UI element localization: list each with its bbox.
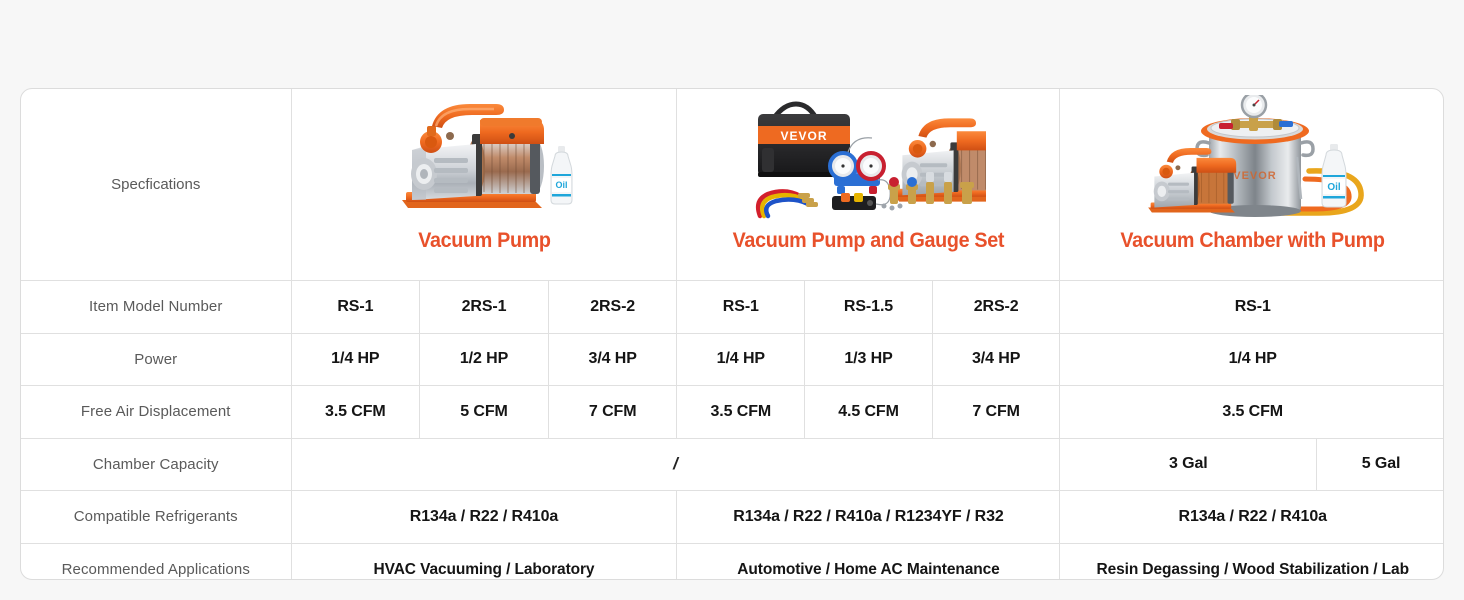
product-header-cell-1[interactable]: Oil Vacuum Pump	[290, 89, 678, 281]
vevor-bag-gauge-set-hoses-pump-fittings-photo: VEVOR	[685, 95, 1051, 223]
cell-value: 4.5 CFM	[804, 385, 933, 439]
spec-header-label: Specfications	[111, 176, 201, 193]
cell-value: RS-1.5	[804, 280, 933, 334]
cell-value: 2RS-2	[931, 280, 1061, 334]
cell-value: R134a / R22 / R410a / R1234YF / R32	[676, 490, 1061, 544]
cell-value: Automotive / Home AC Maintenance	[676, 542, 1061, 579]
row-label: Chamber Capacity	[21, 437, 292, 491]
svg-text:Oil: Oil	[1327, 182, 1341, 193]
table-row: Compatible Refrigerants R134a / R22 / R4…	[21, 490, 1443, 544]
cell-value: 1/2 HP	[419, 332, 549, 386]
cell-value: 3 Gal	[1059, 437, 1318, 491]
svg-text:VEVOR: VEVOR	[1233, 170, 1277, 182]
cell-value: 5 CFM	[419, 385, 549, 439]
cell-value: 3/4 HP	[931, 332, 1061, 386]
cell-value: 1/3 HP	[804, 332, 933, 386]
cell-value: R134a / R22 / R410a	[290, 490, 678, 544]
product-title-1: Vacuum Pump	[417, 229, 551, 252]
product-header-cell-2[interactable]: VEVOR	[676, 89, 1061, 281]
vacuum-pump-with-oil-bottle-photo: Oil	[300, 95, 669, 223]
row-label: Compatible Refrigerants	[21, 490, 292, 544]
table-header-row: Specfications	[21, 89, 1443, 281]
svg-text:VEVOR: VEVOR	[781, 129, 828, 143]
product-comparison-table: Specfications	[20, 88, 1444, 580]
row-label: Item Model Number	[21, 280, 292, 334]
cell-value: RS-1	[1059, 280, 1443, 334]
cell-value: 1/4 HP	[1059, 332, 1443, 386]
cell-value: 3.5 CFM	[1059, 385, 1443, 439]
cell-value: RS-1	[676, 280, 806, 334]
cell-value: R134a / R22 / R410a	[1059, 490, 1443, 544]
cell-value: Resin Degassing / Wood Stabilization / L…	[1059, 542, 1443, 579]
cell-value: 1/4 HP	[676, 332, 806, 386]
table-row: Chamber Capacity / 3 Gal 5 Gal	[21, 437, 1443, 491]
cell-value: 1/4 HP	[290, 332, 421, 386]
table-row: Recommended Applications HVAC Vacuuming …	[21, 542, 1443, 579]
table-row: Power 1/4 HP 1/2 HP 3/4 HP 1/4 HP 1/3 HP…	[21, 332, 1443, 386]
cell-value: HVAC Vacuuming / Laboratory	[290, 542, 678, 579]
cell-value: 7 CFM	[547, 385, 678, 439]
cell-value: 3/4 HP	[547, 332, 678, 386]
product-title-2: Vacuum Pump and Gauge Set	[732, 229, 1005, 252]
product-title-3: Vacuum Chamber with Pump	[1120, 229, 1385, 252]
spec-header-cell: Specfications	[21, 89, 292, 281]
cell-value: 3.5 CFM	[676, 385, 806, 439]
cell-value: 5 Gal	[1316, 437, 1443, 491]
comparison-grid: Specfications	[21, 89, 1443, 579]
row-label: Power	[21, 332, 292, 386]
row-label: Free Air Displacement	[21, 385, 292, 439]
cell-value: 7 CFM	[931, 385, 1061, 439]
table-row: Free Air Displacement 3.5 CFM 5 CFM 7 CF…	[21, 385, 1443, 439]
cell-value: 3.5 CFM	[290, 385, 421, 439]
table-row: Item Model Number RS-1 2RS-1 2RS-2 RS-1 …	[21, 280, 1443, 334]
svg-text:Oil: Oil	[555, 180, 567, 190]
cell-value: 2RS-1	[419, 280, 549, 334]
row-label: Recommended Applications	[21, 542, 292, 579]
cell-value: 2RS-2	[547, 280, 678, 334]
cell-value-not-applicable: /	[290, 437, 1061, 491]
cell-value: RS-1	[290, 280, 421, 334]
stainless-vacuum-chamber-pump-oil-hose-photo: VEVOR	[1068, 95, 1437, 223]
product-header-cell-3[interactable]: VEVOR	[1059, 89, 1443, 281]
